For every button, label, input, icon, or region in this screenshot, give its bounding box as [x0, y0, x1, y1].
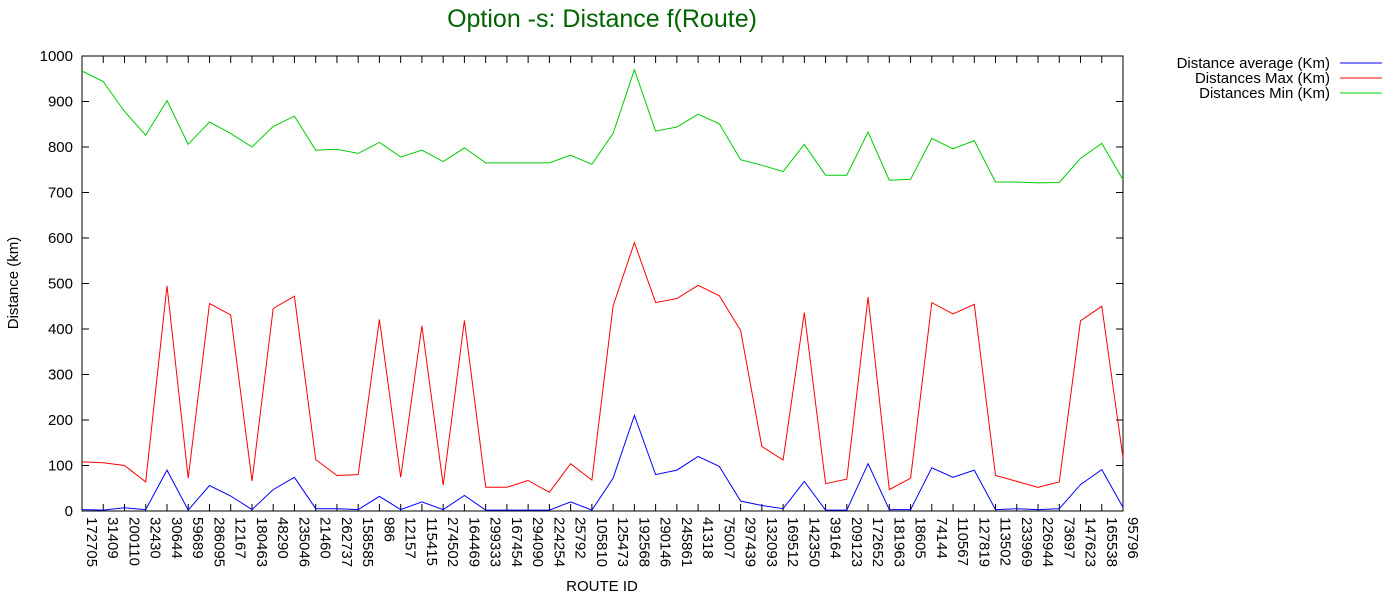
- x-tick-label: 113502: [997, 517, 1014, 566]
- x-tick-label: 41318: [699, 517, 716, 559]
- x-axis-label: ROUTE ID: [566, 578, 638, 595]
- y-tick-label: 100: [48, 458, 73, 475]
- x-tick-label: 75007: [720, 517, 737, 559]
- x-tick-label: 235046: [295, 517, 312, 567]
- y-tick-label: 700: [48, 185, 73, 202]
- x-tick-label: 48290: [274, 517, 291, 559]
- x-tick-label: 127819: [975, 517, 992, 567]
- legend-label-2: Distances Min (Km): [1199, 85, 1330, 102]
- x-tick-label: 226944: [1039, 517, 1056, 567]
- x-tick-label: 30644: [168, 517, 185, 559]
- y-tick-label: 400: [48, 321, 73, 338]
- x-tick-label: 192568: [635, 517, 652, 567]
- y-tick-label: 800: [48, 139, 73, 156]
- y-tick-label: 300: [48, 367, 73, 384]
- x-tick-label: 59689: [189, 517, 206, 559]
- x-tick-label: 290146: [657, 517, 674, 567]
- y-tick-label: 900: [48, 94, 73, 111]
- x-tick-label: 31409: [104, 517, 121, 559]
- y-axis-label: Distance (km): [5, 237, 22, 330]
- x-tick-label: 274502: [444, 517, 461, 567]
- x-tick-label: 25792: [572, 517, 589, 559]
- x-tick-label: 286095: [210, 517, 227, 567]
- x-tick-label: 180463: [253, 517, 270, 567]
- x-tick-label: 245861: [678, 517, 695, 567]
- x-tick-label: 12167: [232, 517, 249, 559]
- series-line-1: [81, 241, 1124, 493]
- y-tick-label: 500: [48, 276, 73, 293]
- x-tick-label: 167454: [508, 517, 525, 567]
- x-tick-label: 224254: [550, 517, 567, 567]
- x-tick-label: 172652: [869, 517, 886, 567]
- y-tick-label: 0: [65, 503, 73, 520]
- x-tick-label: 12157: [402, 517, 419, 559]
- series-line-2: [81, 68, 1124, 184]
- x-tick-label: 158585: [359, 517, 376, 567]
- x-tick-label: 95796: [1124, 517, 1141, 559]
- y-tick-label: 1000: [40, 48, 73, 65]
- series-line-0: [81, 413, 1124, 511]
- legend-label-0: Distance average (Km): [1177, 55, 1330, 72]
- x-tick-label: 74144: [933, 517, 950, 559]
- x-tick-label: 165538: [1103, 517, 1120, 567]
- y-tick-label: 200: [48, 412, 73, 429]
- x-tick-label: 147623: [1082, 517, 1099, 567]
- x-tick-label: 105810: [593, 517, 610, 567]
- x-tick-label: 18605: [912, 517, 929, 559]
- x-tick-label: 73697: [1060, 517, 1077, 559]
- x-tick-label: 164469: [465, 517, 482, 567]
- x-tick-label: 233969: [1018, 517, 1035, 567]
- x-tick-label: 986: [380, 517, 397, 542]
- x-tick-label: 132093: [763, 517, 780, 567]
- x-tick-label: 32430: [147, 517, 164, 559]
- x-tick-label: 181963: [890, 517, 907, 567]
- x-tick-label: 169512: [784, 517, 801, 567]
- x-tick-label: 115415: [423, 517, 440, 566]
- x-tick-label: 299333: [487, 517, 504, 567]
- x-tick-label: 39164: [827, 517, 844, 559]
- x-tick-label: 142350: [805, 517, 822, 567]
- x-tick-label: 262737: [338, 517, 355, 567]
- y-tick-label: 600: [48, 230, 73, 247]
- x-tick-label: 294090: [529, 517, 546, 567]
- x-tick-label: 125473: [614, 517, 631, 567]
- x-tick-label: 172705: [83, 517, 100, 567]
- x-tick-label: 110567: [954, 517, 971, 566]
- legend-label-1: Distances Max (Km): [1195, 70, 1330, 87]
- legend: Distance average (Km)Distances Max (Km)D…: [1177, 55, 1382, 102]
- x-tick-label: 200110: [125, 517, 142, 566]
- chart-title: Option -s: Distance f(Route): [447, 5, 757, 33]
- x-tick-label: 209123: [848, 517, 865, 567]
- x-tick-label: 21460: [317, 517, 334, 559]
- plot-frame: [81, 55, 1124, 512]
- x-tick-label: 297439: [742, 517, 759, 567]
